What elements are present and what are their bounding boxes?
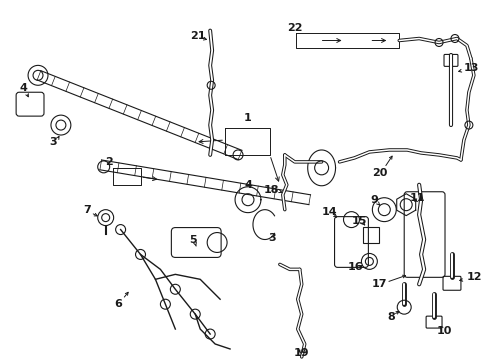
Text: 21: 21	[190, 31, 205, 41]
Text: 22: 22	[286, 23, 302, 32]
Text: 8: 8	[386, 312, 394, 322]
Text: 9: 9	[370, 195, 378, 205]
Text: 3: 3	[49, 137, 57, 147]
Text: 19: 19	[293, 348, 309, 358]
Text: 4: 4	[244, 180, 251, 190]
Text: 6: 6	[115, 299, 122, 309]
Text: 15: 15	[351, 216, 366, 226]
Text: 16: 16	[347, 262, 363, 273]
Text: 7: 7	[83, 205, 90, 215]
Text: 1: 1	[244, 113, 251, 123]
Text: 17: 17	[371, 279, 386, 289]
Text: 5: 5	[189, 234, 197, 244]
Text: 2: 2	[104, 157, 112, 167]
Text: 4: 4	[19, 83, 27, 93]
Text: 14: 14	[321, 207, 337, 217]
Text: 20: 20	[371, 168, 386, 178]
Text: 18: 18	[264, 185, 279, 195]
Text: 13: 13	[463, 63, 478, 73]
Text: 11: 11	[408, 193, 424, 203]
Text: 12: 12	[466, 272, 482, 282]
Text: 10: 10	[435, 326, 451, 336]
Text: 3: 3	[267, 233, 275, 243]
